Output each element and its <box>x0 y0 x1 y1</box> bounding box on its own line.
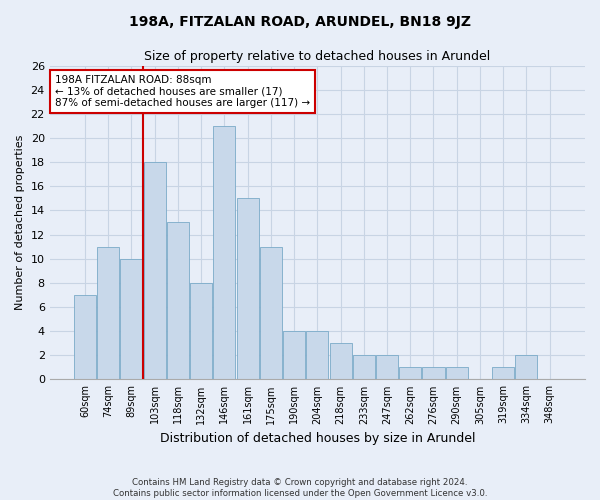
Bar <box>306 331 328 380</box>
Bar <box>515 356 538 380</box>
Bar <box>376 356 398 380</box>
Bar <box>260 246 282 380</box>
Title: Size of property relative to detached houses in Arundel: Size of property relative to detached ho… <box>144 50 490 63</box>
Bar <box>97 246 119 380</box>
Bar <box>329 343 352 380</box>
X-axis label: Distribution of detached houses by size in Arundel: Distribution of detached houses by size … <box>160 432 475 445</box>
Text: 198A FITZALAN ROAD: 88sqm
← 13% of detached houses are smaller (17)
87% of semi-: 198A FITZALAN ROAD: 88sqm ← 13% of detac… <box>55 75 310 108</box>
Bar <box>236 198 259 380</box>
Text: Contains HM Land Registry data © Crown copyright and database right 2024.
Contai: Contains HM Land Registry data © Crown c… <box>113 478 487 498</box>
Bar <box>74 295 96 380</box>
Bar <box>492 368 514 380</box>
Bar <box>143 162 166 380</box>
Bar <box>399 368 421 380</box>
Bar <box>283 331 305 380</box>
Text: 198A, FITZALAN ROAD, ARUNDEL, BN18 9JZ: 198A, FITZALAN ROAD, ARUNDEL, BN18 9JZ <box>129 15 471 29</box>
Bar <box>167 222 189 380</box>
Y-axis label: Number of detached properties: Number of detached properties <box>15 135 25 310</box>
Bar <box>353 356 375 380</box>
Bar <box>121 258 143 380</box>
Bar <box>422 368 445 380</box>
Bar <box>446 368 468 380</box>
Bar <box>214 126 235 380</box>
Bar <box>190 283 212 380</box>
